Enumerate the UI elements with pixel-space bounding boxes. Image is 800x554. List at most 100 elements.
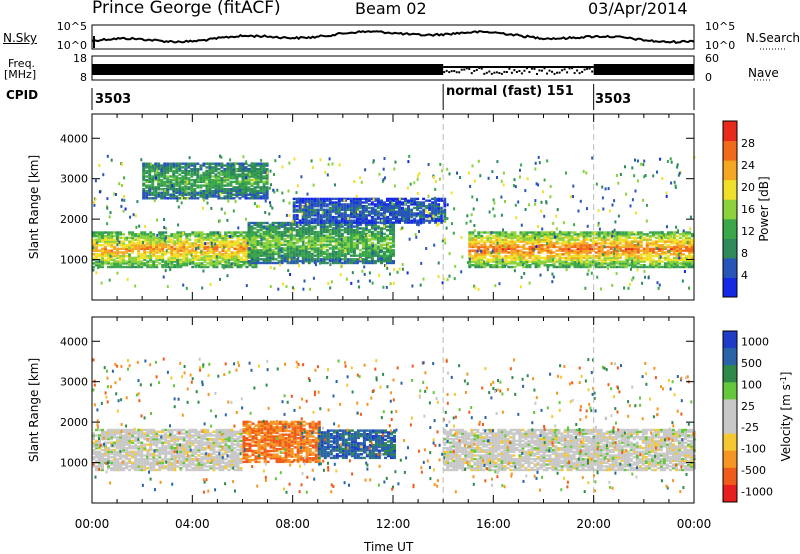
scatter-cell [303,236,306,240]
range-cell [238,175,242,178]
range-cell [178,178,182,182]
range-cell [675,247,679,250]
range-cell [570,244,574,247]
range-cell [579,260,583,263]
range-cell [194,238,198,241]
range-cell [672,260,676,263]
range-cell [268,241,272,245]
range-cell [328,215,332,219]
range-cell [627,258,631,261]
scatter-cell [382,178,385,182]
scatter-cell [393,184,396,188]
range-cell [392,232,395,236]
range-cell [666,231,670,234]
range-cell [238,162,242,165]
range-cell [528,256,532,260]
range-cell [328,197,332,201]
range-cell [185,264,189,267]
range-cell [376,247,380,250]
range-cell [522,256,526,260]
range-cell [639,253,643,256]
range-cell [208,162,212,165]
scatter-cell [226,218,229,222]
scatter-cell [491,249,494,253]
range-cell [233,242,237,245]
range-cell [233,264,237,267]
scatter-cell [237,226,240,230]
range-cell [166,177,170,180]
range-cell [268,234,272,237]
range-cell [331,217,335,221]
range-cell [319,225,323,228]
range-cell [250,232,254,236]
range-cell [262,243,266,246]
range-cell [307,208,311,211]
range-cell [516,262,520,265]
range-cell [256,197,260,200]
range-cell [301,250,305,254]
range-cell [570,238,574,241]
range-cell [600,265,604,269]
range-cell [537,236,541,240]
scatter-cell [617,181,620,185]
range-cell [128,249,132,252]
scatter-cell [97,266,100,270]
range-cell [223,189,227,193]
range-cell [657,234,661,238]
range-cell [232,180,236,184]
range-cell [606,251,610,254]
scatter-cell [586,207,588,211]
range-cell [609,231,613,234]
scatter-cell [116,271,119,275]
range-cell [295,221,299,224]
range-cell [621,262,625,265]
range-cell [480,264,484,267]
range-cell [370,203,374,206]
range-cell [148,164,152,167]
range-cell [166,193,170,196]
range-cell [558,249,562,252]
scatter-cell [513,184,515,188]
scatter-cell [220,172,223,176]
range-cell [295,215,299,219]
range-cell [672,251,676,254]
range-cell [364,219,368,222]
range-cell [125,254,129,258]
range-cell [636,247,640,250]
range-cell [657,244,661,247]
scatter-cell [633,174,636,178]
range-cell [122,242,126,245]
range-cell [125,247,129,250]
range-cell [125,251,129,254]
range-cell [334,243,338,246]
scatter-cell [543,178,546,182]
range-cell [525,236,529,240]
range-cell [573,233,577,236]
range-cell [392,241,395,245]
range-cell [555,265,559,269]
range-cell [597,233,601,236]
scatter-cell [677,252,680,256]
range-cell [561,256,565,260]
range-cell [480,238,484,241]
range-cell [504,251,508,254]
range-cell [274,243,278,246]
scatter-cell [96,241,99,245]
range-cell [431,217,435,221]
range-cell [555,238,559,241]
range-cell [468,249,472,252]
range-cell [304,215,308,219]
range-cell [262,230,266,234]
range-cell [142,188,146,191]
range-cell [277,247,281,250]
range-cell [283,260,287,263]
scatter-cell [439,162,442,166]
range-cell [543,262,547,265]
range-cell [468,251,472,254]
range-cell [651,260,655,263]
range-cell [101,258,104,261]
range-cell [639,256,643,260]
range-cell [355,217,359,221]
range-cell [158,256,162,260]
range-cell [236,251,240,254]
